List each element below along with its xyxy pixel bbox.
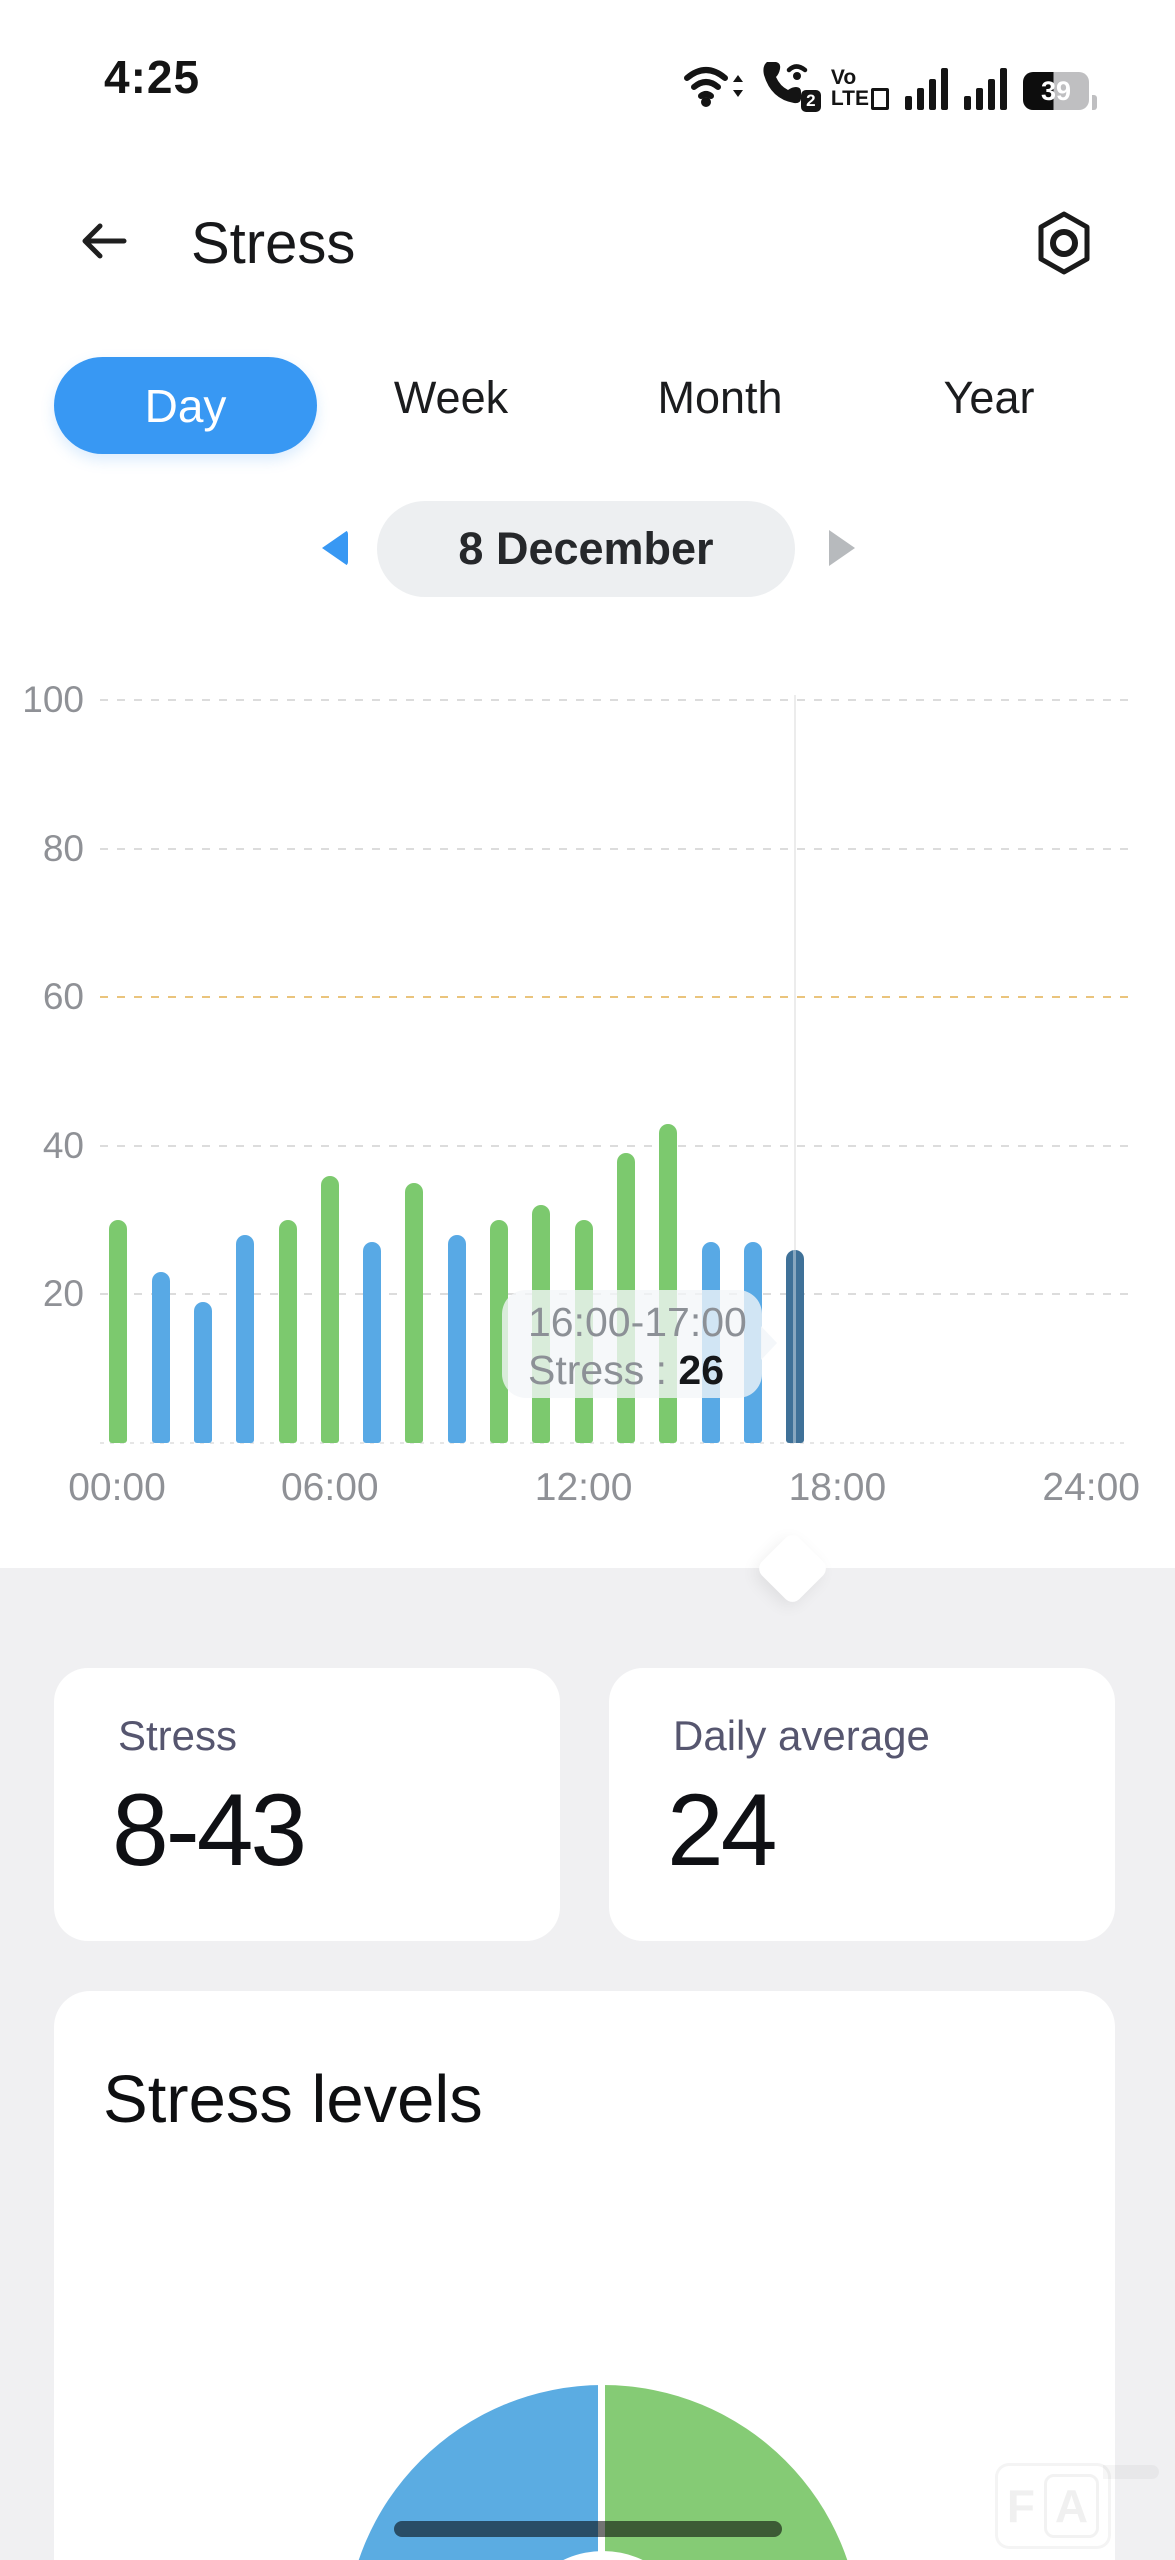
tooltip-value: 26 — [678, 1347, 724, 1393]
tab-month[interactable]: Month — [657, 372, 783, 423]
tooltip-label: Stress : — [528, 1347, 667, 1393]
signal-bars-sim2-icon — [964, 64, 1007, 110]
next-day-arrow[interactable] — [829, 530, 855, 566]
settings-button[interactable] — [1034, 210, 1094, 276]
battery-icon: 39 — [1023, 72, 1089, 110]
x-axis-label: 24:00 — [1042, 1466, 1140, 1509]
watermark-letter-f: F — [1006, 2480, 1035, 2532]
x-axis-label: 12:00 — [534, 1466, 633, 1509]
volte-icon: Vo LTE — [831, 67, 889, 110]
x-axis-label: 06:00 — [280, 1466, 379, 1509]
stress-bar[interactable] — [405, 1183, 423, 1443]
signal-bars-sim1-icon — [905, 64, 948, 110]
y-axis-label: 40 — [42, 1125, 84, 1166]
tab-week[interactable]: Week — [393, 372, 509, 423]
back-button[interactable] — [78, 218, 128, 264]
gridline — [100, 1145, 1128, 1147]
stress-levels-title: Stress levels — [103, 2062, 483, 2137]
back-arrow-icon — [82, 223, 127, 259]
y-axis-label: 20 — [42, 1273, 84, 1314]
stress-range-card-value: 8-43 — [112, 1773, 307, 1887]
battery-percent: 39 — [1040, 75, 1072, 106]
gear-icon — [1038, 211, 1090, 275]
tab-day[interactable]: Day — [54, 357, 317, 454]
stress-range-card-title: Stress — [118, 1712, 238, 1759]
page-title: Stress — [191, 211, 356, 276]
threshold-gridline — [100, 996, 1128, 998]
stress-bar[interactable] — [194, 1302, 212, 1443]
sim2-badge: 2 — [800, 90, 821, 112]
stress-range-card: Stress 8-43 — [54, 1668, 560, 1941]
stress-bar-selected[interactable] — [786, 1250, 804, 1443]
x-axis-label: 00:00 — [68, 1466, 166, 1509]
status-icons: 2 Vo LTE 39 — [681, 58, 1097, 112]
donut-hole — [511, 2551, 695, 2560]
date-label: 8 December — [458, 523, 714, 574]
stress-bar[interactable] — [152, 1272, 170, 1443]
gridline — [100, 848, 1128, 850]
daily-average-card-title: Daily average — [673, 1712, 930, 1759]
watermark-letter-a: A — [1043, 2474, 1100, 2538]
stress-bar[interactable] — [448, 1235, 466, 1443]
y-axis-label: 100 — [22, 679, 84, 720]
stress-bar[interactable] — [490, 1220, 508, 1443]
status-time: 4:25 — [104, 51, 201, 103]
x-axis-label: 18:00 — [788, 1466, 887, 1509]
stress-bar[interactable] — [236, 1235, 254, 1443]
date-selector[interactable]: 8 December — [377, 501, 795, 597]
tab-year[interactable]: Year — [943, 372, 1035, 423]
wifi-icon — [681, 60, 743, 110]
wifi-calling-phone-icon: 2 — [759, 58, 821, 112]
watermark: F A — [995, 2463, 1111, 2549]
watermark-tab — [1103, 2465, 1159, 2479]
daily-average-card: Daily average 24 — [609, 1668, 1115, 1941]
donut-segment-divider — [598, 2385, 605, 2560]
stress-bar[interactable] — [321, 1176, 339, 1443]
selected-hour-indicator-line — [794, 695, 796, 1443]
tooltip-arrow — [761, 1326, 777, 1360]
tooltip-time-range: 16:00-17:00 — [528, 1299, 747, 1345]
chart-tooltip: 16:00-17:00 Stress : 26 — [502, 1290, 777, 1398]
y-axis-label: 60 — [42, 976, 84, 1017]
home-indicator-bar[interactable] — [394, 2521, 782, 2537]
y-axis-label: 80 — [42, 828, 84, 869]
stress-bar[interactable] — [363, 1242, 381, 1443]
x-axis-baseline — [100, 1442, 1128, 1444]
daily-average-card-value: 24 — [667, 1773, 777, 1887]
previous-day-arrow[interactable] — [322, 530, 348, 566]
stress-bar[interactable] — [109, 1220, 127, 1443]
gridline — [100, 699, 1128, 701]
stress-bar[interactable] — [279, 1220, 297, 1443]
